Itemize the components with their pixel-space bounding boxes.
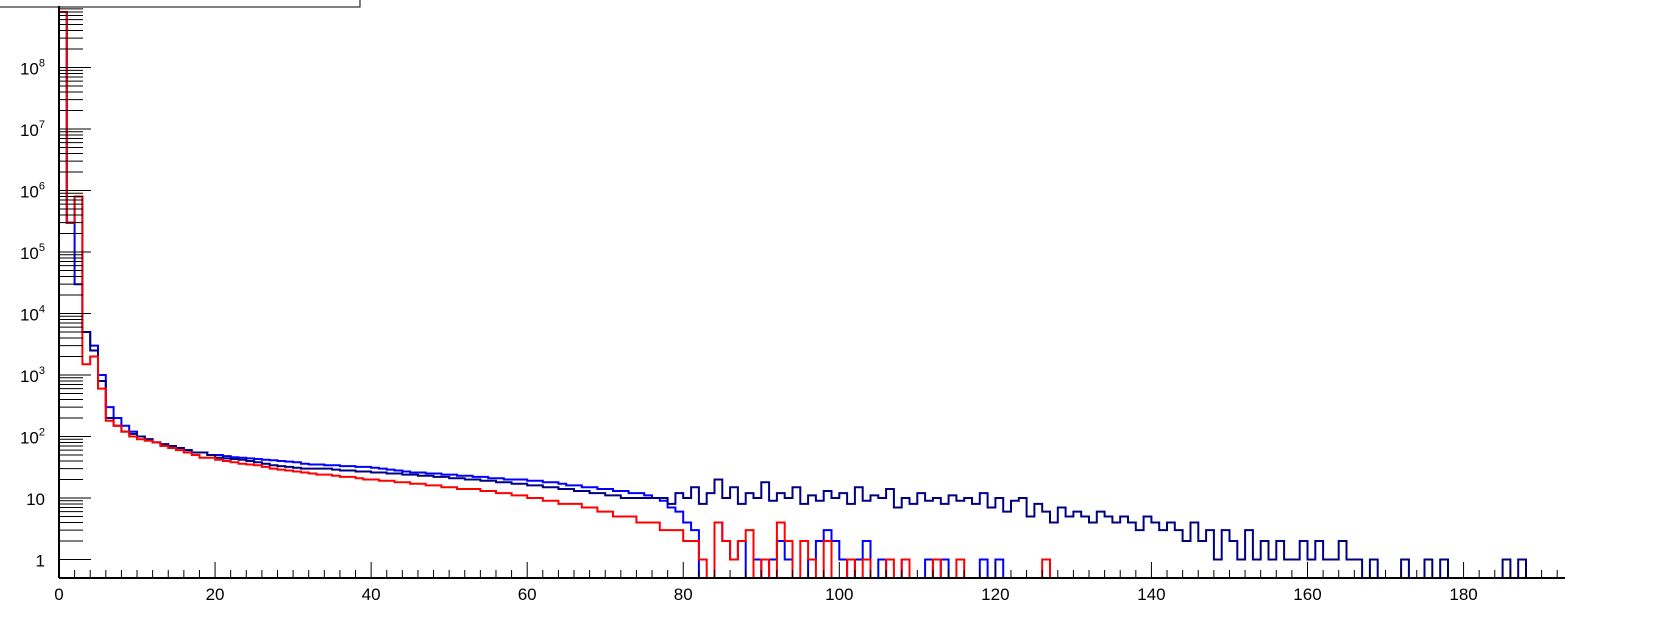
- y-tick-exponent: 7: [39, 119, 45, 131]
- x-tick-label: 40: [362, 585, 381, 604]
- y-tick-label: 1: [36, 551, 45, 570]
- y-tick-exponent: 8: [39, 57, 45, 69]
- y-tick-label: 107: [20, 119, 45, 140]
- y-tick-exponent: 5: [39, 242, 45, 254]
- series-0-line: [59, 11, 1565, 579]
- y-tick-exponent: 3: [39, 365, 45, 377]
- y-tick-label: 106: [20, 180, 45, 201]
- x-tick-label: 20: [206, 585, 225, 604]
- y-tick-exponent: 4: [39, 303, 45, 315]
- y-tick-label: 102: [20, 426, 45, 447]
- series-layer: [59, 11, 1565, 579]
- y-tick-exponent: 6: [39, 180, 45, 192]
- x-tick-label: 120: [981, 585, 1009, 604]
- y-tick-label: 103: [20, 365, 45, 386]
- axes-layer: 0 20 40 60 80 100 120 140 160 180 1 10 102 103 104 105 1…: [20, 6, 1565, 604]
- x-tick-label: 60: [518, 585, 537, 604]
- x-tick-label: 0: [54, 585, 63, 604]
- x-tick-label: 160: [1293, 585, 1321, 604]
- y-tick-label: 10: [26, 490, 45, 509]
- y-tick-label: 105: [20, 242, 45, 263]
- y-tick-label: 108: [20, 57, 45, 78]
- x-tick-label: 80: [674, 585, 693, 604]
- x-tick-label: 100: [825, 585, 853, 604]
- y-tick-label: 104: [20, 303, 45, 324]
- series-1-line: [59, 11, 1565, 579]
- x-tick-label: 140: [1137, 585, 1165, 604]
- x-tick-label: 180: [1449, 585, 1477, 604]
- series-2-line: [59, 11, 1565, 579]
- legend-box: [0, 0, 361, 8]
- y-tick-exponent: 2: [39, 426, 45, 438]
